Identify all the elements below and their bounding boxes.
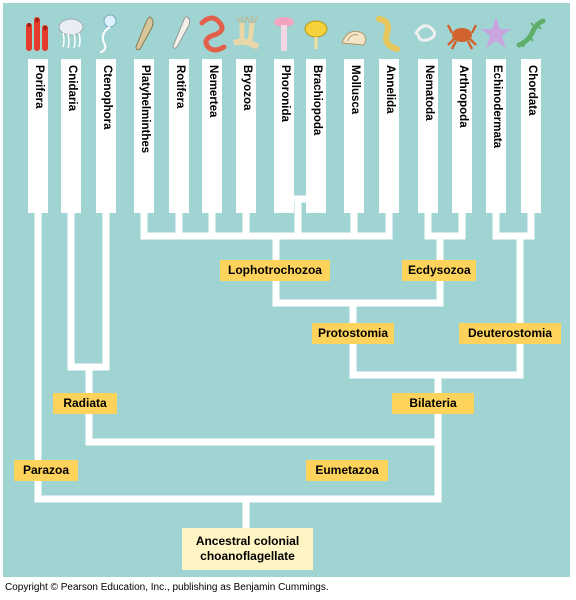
crab-icon	[446, 12, 478, 54]
taxon-label: Mollusca	[349, 65, 361, 115]
taxon-cnidaria: Cnidaria	[61, 59, 81, 213]
taxon-porifera: Porifera	[28, 59, 48, 213]
branch-radiata	[67, 209, 110, 371]
taxon-rotifera: Rotifera	[169, 59, 189, 213]
sponge-icon	[22, 12, 54, 54]
ancestor-line-1: Ancestral colonial	[195, 534, 300, 548]
ribbon-worm-icon	[196, 12, 228, 54]
taxon-mollusca: Mollusca	[344, 59, 364, 213]
branch-radiata-bilateria	[85, 379, 442, 503]
taxon-label: Rotifera	[174, 65, 186, 109]
taxon-label: Porifera	[33, 65, 45, 109]
taxon-nematoda: Nematoda	[418, 59, 438, 213]
branch-bilateria	[349, 232, 524, 379]
taxon-label: Ctenophora	[101, 65, 113, 130]
ancestor-line-2: choanoflagellate	[200, 549, 295, 563]
clade-protostomia: Protostomia	[312, 323, 394, 344]
roundworm-icon	[412, 12, 444, 54]
brachiopod-icon	[300, 12, 332, 54]
taxon-label: Bryozoa	[241, 65, 253, 111]
clade-eumetazoa: Eumetazoa	[306, 460, 388, 481]
taxon-arthropoda: Arthropoda	[452, 59, 472, 213]
snail-icon	[338, 12, 370, 54]
ancestor-label: Ancestral colonial choanoflagellate	[182, 528, 313, 570]
branch-deuterostomia	[492, 209, 535, 240]
comb-jelly-icon	[90, 12, 122, 54]
taxon-label: Phoronida	[279, 65, 291, 122]
flatworm-icon	[128, 12, 160, 54]
taxon-label: Annelida	[384, 65, 396, 114]
copyright-text: Copyright © Pearson Education, Inc., pub…	[5, 582, 329, 593]
clade-radiata: Radiata	[53, 393, 117, 414]
clade-lophotrochozoa: Lophotrochozoa	[220, 260, 330, 281]
taxon-phoronida: Phoronida	[274, 59, 294, 213]
rotifer-icon	[163, 12, 195, 54]
taxon-ctenophora: Ctenophora	[96, 59, 116, 213]
taxon-nemertea: Nemertea	[202, 59, 222, 213]
taxon-echinodermata: Echinodermata	[486, 59, 506, 213]
branch-ecdysozoa	[424, 209, 466, 240]
bryozoan-icon	[230, 12, 262, 54]
taxon-platyhelminthes: Platyhelminthes	[134, 59, 154, 213]
sea-star-icon	[480, 12, 512, 54]
jellyfish-icon	[55, 12, 87, 54]
taxon-label: Brachiopoda	[311, 65, 323, 136]
clade-parazoa: Parazoa	[14, 460, 78, 481]
clade-deuterostomia: Deuterostomia	[459, 323, 561, 344]
taxon-annelida: Annelida	[379, 59, 399, 213]
taxon-label: Echinodermata	[491, 65, 503, 149]
taxon-label: Chordata	[526, 65, 538, 116]
taxon-label: Nemertea	[207, 65, 219, 118]
clade-bilateria: Bilateria	[392, 393, 474, 414]
taxon-chordata: Chordata	[521, 59, 541, 213]
taxon-label: Platyhelminthes	[139, 65, 151, 154]
salamander-icon	[515, 12, 547, 54]
taxon-label: Cnidaria	[66, 65, 78, 112]
taxon-bryozoa: Bryozoa	[236, 59, 256, 213]
taxon-brachiopoda: Brachiopoda	[306, 59, 326, 213]
taxon-label: Nematoda	[423, 65, 435, 121]
clade-ecdysozoa: Ecdysozoa	[402, 260, 476, 281]
earthworm-icon	[373, 12, 405, 54]
branch-porifera	[34, 209, 250, 535]
phoronid-icon	[268, 12, 300, 54]
branch-lophotrochozoa	[140, 209, 393, 240]
taxon-label: Arthropoda	[457, 65, 469, 128]
